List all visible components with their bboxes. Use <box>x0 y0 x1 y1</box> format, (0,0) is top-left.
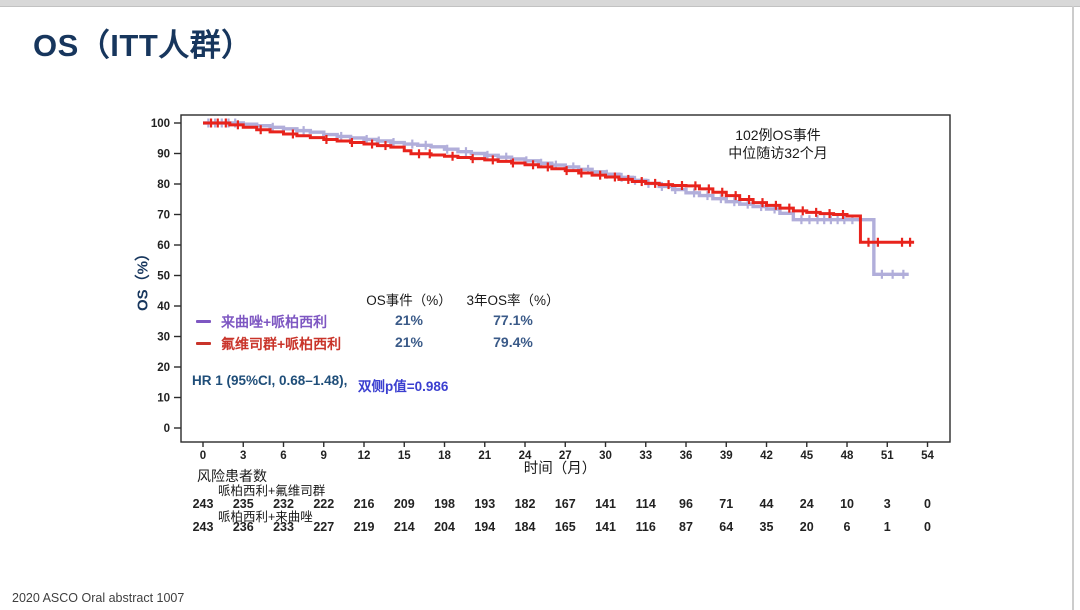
risk-count: 194 <box>474 520 495 534</box>
risk-count: 219 <box>354 520 375 534</box>
x-tick-label: 12 <box>358 450 371 462</box>
hazard-ratio-text: HR 1 (95%CI, 0.68–1.48), <box>192 373 348 388</box>
risk-count: 222 <box>313 497 334 511</box>
risk-count: 243 <box>193 497 214 511</box>
x-tick-label: 51 <box>881 450 894 462</box>
legend-dash-letrozole <box>196 320 211 323</box>
risk-count: 233 <box>273 520 294 534</box>
risk-row-label: 哌柏西利+来曲唑 <box>218 509 313 524</box>
risk-count: 6 <box>844 520 851 534</box>
risk-count: 243 <box>193 520 214 534</box>
os-3yr-value-fulvestrant: 79.4% <box>493 334 533 350</box>
y-tick-label: 70 <box>157 210 170 222</box>
risk-count: 116 <box>636 520 656 534</box>
y-tick-label: 20 <box>157 362 170 374</box>
x-tick-label: 36 <box>680 450 693 462</box>
x-tick-label: 24 <box>519 450 532 462</box>
x-tick-label: 21 <box>478 450 491 462</box>
y-tick-label: 10 <box>157 393 170 405</box>
y-tick-label: 40 <box>157 301 170 313</box>
risk-count: 96 <box>679 497 693 511</box>
y-tick-label: 90 <box>157 149 170 161</box>
p-value-text: 双侧p值=0.986 <box>358 379 449 394</box>
risk-count: 35 <box>760 520 774 534</box>
x-tick-label: 33 <box>639 450 652 462</box>
y-tick-label: 50 <box>157 271 170 283</box>
risk-count: 227 <box>313 520 334 534</box>
risk-row-label: 哌柏西利+氟维司群 <box>218 483 326 498</box>
risk-count: 0 <box>924 520 931 534</box>
x-tick-label: 15 <box>398 450 411 462</box>
y-tick-label: 80 <box>157 179 170 191</box>
x-tick-label: 9 <box>321 450 327 462</box>
x-tick-label: 42 <box>760 450 773 462</box>
risk-count: 71 <box>719 497 733 511</box>
y-axis-label: OS（%） <box>134 246 152 312</box>
slide-title: OS（ITT人群） <box>33 28 253 63</box>
risk-count: 209 <box>394 497 415 511</box>
legend-label-letrozole-palbociclib: 来曲唑+哌柏西利 <box>221 314 328 330</box>
x-axis-label: 时间（月） <box>524 460 597 477</box>
risk-count: 3 <box>884 497 891 511</box>
x-tick-label: 48 <box>841 450 854 462</box>
x-tick-label: 0 <box>200 450 206 462</box>
risk-count: 167 <box>555 497 576 511</box>
x-tick-label: 30 <box>599 450 612 462</box>
risk-count: 193 <box>474 497 495 511</box>
stats-header-os-events: OS事件（%） <box>366 293 452 308</box>
risk-count: 165 <box>555 520 576 534</box>
y-tick-label: 30 <box>157 332 170 344</box>
x-tick-label: 3 <box>240 450 246 462</box>
legend-dash-fulvestrant <box>196 342 211 345</box>
risk-table-title: 风险患者数 <box>197 468 267 484</box>
window-top-bar <box>0 0 1080 7</box>
y-tick-label: 0 <box>164 423 170 435</box>
legend-label-fulvestrant-palbociclib: 氟维司群+哌柏西利 <box>221 336 342 352</box>
y-tick-label: 100 <box>151 118 170 130</box>
os-events-value-fulvestrant: 21% <box>394 334 424 350</box>
x-tick-label: 27 <box>559 450 572 462</box>
risk-count: 236 <box>233 520 254 534</box>
x-tick-label: 39 <box>720 450 733 462</box>
km-curve-letrozole-palbociclib <box>203 121 909 276</box>
risk-count: 20 <box>800 520 814 534</box>
events-annotation: 102例OS事件 中位随访32个月 <box>687 126 869 162</box>
risk-count: 214 <box>394 520 415 534</box>
risk-count: 232 <box>273 497 294 511</box>
x-tick-label: 54 <box>921 450 934 462</box>
x-tick-label: 45 <box>800 450 813 462</box>
risk-count: 87 <box>679 520 693 534</box>
risk-count: 198 <box>434 497 455 511</box>
risk-count: 235 <box>233 497 254 511</box>
risk-count: 10 <box>840 497 854 511</box>
y-tick-label: 60 <box>157 240 170 252</box>
risk-count: 216 <box>354 497 375 511</box>
risk-count: 24 <box>800 497 814 511</box>
risk-count: 0 <box>924 497 931 511</box>
annotation-line-2: 中位随访32个月 <box>728 145 828 161</box>
risk-count: 204 <box>434 520 455 534</box>
os-3yr-value-letrozole: 77.1% <box>493 312 533 328</box>
x-tick-label: 6 <box>280 450 286 462</box>
risk-count: 182 <box>515 497 536 511</box>
x-tick-label: 18 <box>438 450 451 462</box>
footer-citation: 2020 ASCO Oral abstract 1007 <box>12 591 185 605</box>
risk-count: 184 <box>515 520 536 534</box>
risk-count: 44 <box>760 497 774 511</box>
risk-count: 114 <box>636 497 656 511</box>
annotation-line-1: 102例OS事件 <box>735 127 821 143</box>
risk-count: 1 <box>884 520 891 534</box>
slide-right-edge <box>1072 6 1074 610</box>
risk-count: 141 <box>595 520 616 534</box>
os-events-value-letrozole: 21% <box>394 312 424 328</box>
stats-header-3yr-os-rate: 3年OS率（%） <box>466 293 560 308</box>
risk-count: 141 <box>595 497 616 511</box>
risk-count: 64 <box>719 520 733 534</box>
